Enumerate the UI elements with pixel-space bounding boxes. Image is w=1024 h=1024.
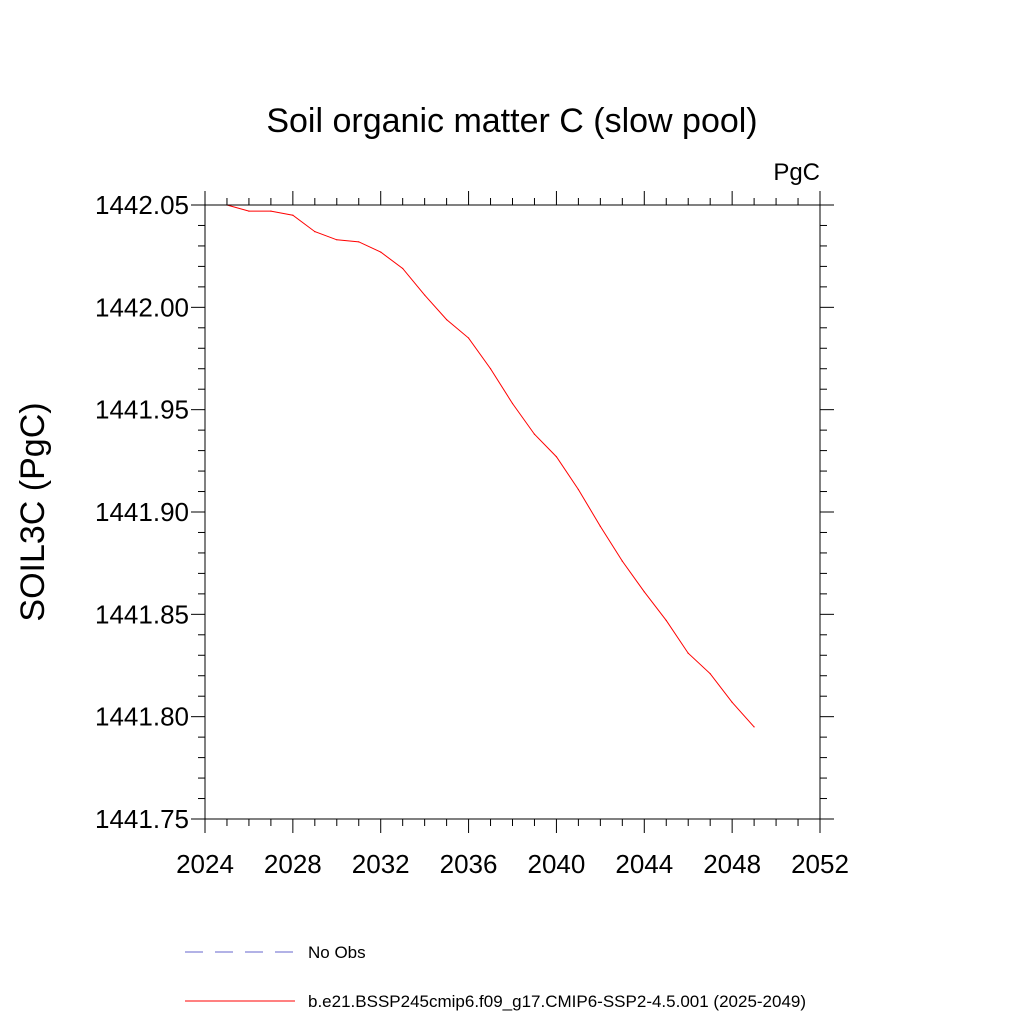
plot-frame — [204, 204, 821, 820]
x-tick-label: 2048 — [703, 849, 761, 879]
data-point — [577, 488, 579, 491]
chart-title: Soil organic matter C (slow pool) — [266, 102, 757, 140]
series-layer — [226, 204, 755, 728]
data-point — [402, 267, 404, 270]
data-point — [424, 294, 426, 296]
y-tick-label: 1442.00 — [95, 292, 189, 322]
data-point — [336, 239, 338, 241]
data-point — [248, 210, 250, 212]
data-point — [643, 591, 645, 593]
y-tick-label: 1441.85 — [95, 599, 189, 629]
data-point — [731, 701, 733, 703]
data-point — [467, 337, 470, 339]
y-tick-label: 1441.95 — [95, 395, 189, 425]
x-tick-label: 2044 — [615, 849, 673, 879]
data-point — [555, 456, 558, 458]
y-tick-labels: 1441.75 1441.80 1441.85 1441.90 1441.95 1442.… — [95, 190, 189, 834]
data-point — [687, 652, 689, 654]
x-tick-label: 2024 — [176, 849, 234, 879]
y-tick-label: 1441.90 — [95, 497, 189, 527]
data-point — [709, 673, 711, 675]
y-tick-label: 1442.05 — [95, 190, 189, 220]
data-point — [489, 368, 492, 370]
data-point — [292, 214, 294, 216]
data-point — [314, 231, 316, 233]
legend-label-no-obs: No Obs — [308, 943, 366, 962]
legend-label-model-run: b.e21.BSSP245cmip6.f09_g17.CMIP6-SSP2-4.… — [308, 992, 806, 1011]
data-point — [511, 402, 514, 405]
series-line-0 — [226, 204, 755, 728]
x-tick-label: 2032 — [352, 849, 410, 879]
data-point — [446, 319, 448, 321]
y-axis-label: SOIL3C (PgC) — [14, 402, 52, 621]
x-tick-label: 2052 — [791, 849, 849, 879]
x-tick-labels: 2024 2028 2032 2036 2040 2044 2048 2052 — [176, 849, 849, 879]
x-tick-label: 2036 — [440, 849, 498, 879]
units-label: PgC — [773, 159, 820, 186]
ticks-layer — [191, 191, 834, 833]
data-point — [599, 525, 601, 527]
data-point — [533, 433, 536, 435]
x-tick-label: 2040 — [528, 849, 586, 879]
y-tick-label: 1441.80 — [95, 702, 189, 732]
data-point — [665, 619, 667, 622]
legend: No Obs b.e21.BSSP245cmip6.f09_g17.CMIP6-… — [185, 943, 806, 1011]
data-point — [621, 560, 623, 562]
x-tick-label: 2028 — [264, 849, 322, 879]
data-point — [270, 210, 272, 212]
y-tick-label: 1441.75 — [95, 804, 189, 834]
data-point — [380, 251, 382, 253]
data-point — [753, 726, 755, 728]
data-point — [358, 241, 360, 243]
